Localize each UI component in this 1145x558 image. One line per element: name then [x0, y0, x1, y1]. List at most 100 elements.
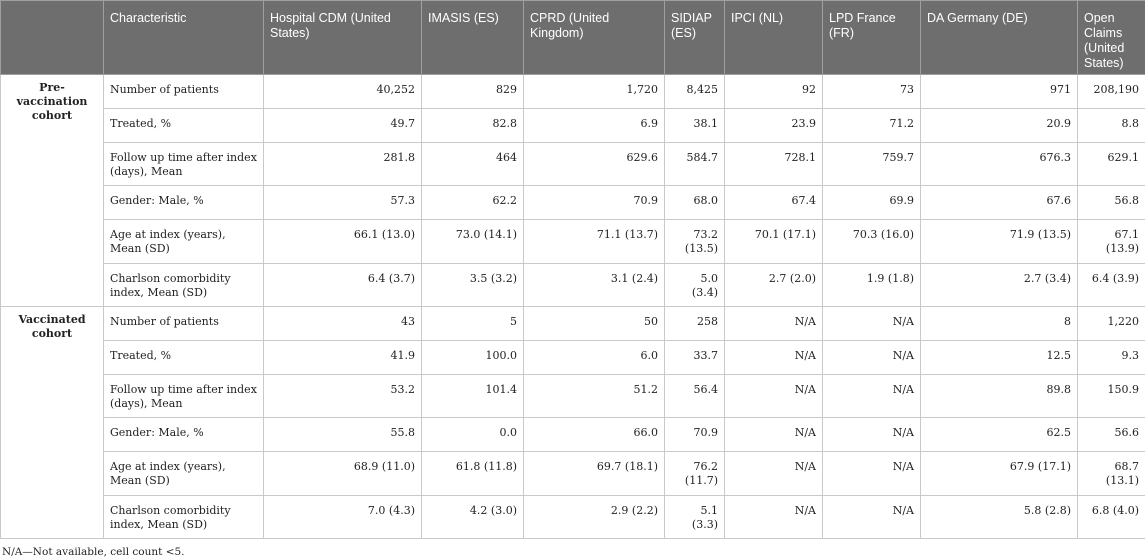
- table-row: Treated, % 49.7 82.8 6.9 38.1 23.9 71.2 …: [1, 109, 1145, 143]
- table-cell: 5.8 (2.8): [921, 496, 1078, 539]
- table-cell: 70.9: [524, 186, 665, 220]
- row-label: Age at index (years), Mean (SD): [104, 220, 264, 264]
- table-cell: N/A: [823, 307, 921, 341]
- row-label: Charlson comorbidity index, Mean (SD): [104, 496, 264, 539]
- table-cell: 20.9: [921, 109, 1078, 143]
- table-cell: 676.3: [921, 143, 1078, 186]
- table-cell: 67.4: [725, 186, 823, 220]
- header-cell-sidiap: SIDIAP (ES): [665, 1, 725, 75]
- table-row: Follow up time after index (days), Mean …: [1, 143, 1145, 186]
- table-cell: N/A: [823, 375, 921, 418]
- header-cell-hospital-cdm: Hospital CDM (United States): [264, 1, 422, 75]
- table-cell: 66.1 (13.0): [264, 220, 422, 264]
- table-cell: 56.6: [1078, 418, 1145, 452]
- table-cell: 584.7: [665, 143, 725, 186]
- table-cell: 9.3: [1078, 341, 1145, 375]
- table-cell: 70.9: [665, 418, 725, 452]
- table-row: Charlson comorbidity index, Mean (SD) 7.…: [1, 496, 1145, 539]
- table-cell: 6.4 (3.9): [1078, 264, 1145, 307]
- table-cell: 2.7 (2.0): [725, 264, 823, 307]
- header-row: Characteristic Hospital CDM (United Stat…: [1, 1, 1145, 75]
- header-cell-cprd: CPRD (United Kingdom): [524, 1, 665, 75]
- table-cell: 69.9: [823, 186, 921, 220]
- table-cell: 67.1 (13.9): [1078, 220, 1145, 264]
- table-cell: 73.0 (14.1): [422, 220, 524, 264]
- table-cell: N/A: [725, 307, 823, 341]
- table-cell: 6.0: [524, 341, 665, 375]
- table-cell: 49.7: [264, 109, 422, 143]
- table-cell: 728.1: [725, 143, 823, 186]
- table-row: Gender: Male, % 55.8 0.0 66.0 70.9 N/A N…: [1, 418, 1145, 452]
- table-cell: 55.8: [264, 418, 422, 452]
- table-cell: 73: [823, 75, 921, 109]
- table-cell: 68.9 (11.0): [264, 452, 422, 496]
- table-cell: 70.3 (16.0): [823, 220, 921, 264]
- table-row: Follow up time after index (days), Mean …: [1, 375, 1145, 418]
- table-cell: 629.6: [524, 143, 665, 186]
- table-cell: 62.5: [921, 418, 1078, 452]
- row-label: Age at index (years), Mean (SD): [104, 452, 264, 496]
- table-cell: 101.4: [422, 375, 524, 418]
- table-cell: 464: [422, 143, 524, 186]
- table-cell: 5: [422, 307, 524, 341]
- table-cell: 61.8 (11.8): [422, 452, 524, 496]
- group-label-pre-vaccination: Pre-vaccination cohort: [1, 75, 104, 307]
- table-cell: 53.2: [264, 375, 422, 418]
- table-cell: 6.4 (3.7): [264, 264, 422, 307]
- header-cell-ipci: IPCI (NL): [725, 1, 823, 75]
- header-cell-open-claims: Open Claims (United States): [1078, 1, 1145, 75]
- table-cell: N/A: [823, 452, 921, 496]
- header-cell-imasis: IMASIS (ES): [422, 1, 524, 75]
- table-cell: 1,720: [524, 75, 665, 109]
- table-cell: 208,190: [1078, 75, 1145, 109]
- table-cell: 0.0: [422, 418, 524, 452]
- table-cell: N/A: [725, 341, 823, 375]
- table-cell: 8,425: [665, 75, 725, 109]
- table-cell: 971: [921, 75, 1078, 109]
- row-label: Charlson comorbidity index, Mean (SD): [104, 264, 264, 307]
- row-label: Follow up time after index (days), Mean: [104, 143, 264, 186]
- table-cell: 57.3: [264, 186, 422, 220]
- table-cell: 68.7 (13.1): [1078, 452, 1145, 496]
- table-cell: 1.9 (1.8): [823, 264, 921, 307]
- table-cell: 92: [725, 75, 823, 109]
- header-cell-blank: [1, 1, 104, 75]
- table-cell: N/A: [725, 452, 823, 496]
- table-cell: 23.9: [725, 109, 823, 143]
- table-cell: 89.8: [921, 375, 1078, 418]
- table-cell: 50: [524, 307, 665, 341]
- table-cell: 5.1 (3.3): [665, 496, 725, 539]
- table-cell: 56.8: [1078, 186, 1145, 220]
- table-cell: 82.8: [422, 109, 524, 143]
- table-cell: 71.2: [823, 109, 921, 143]
- table-cell: 8.8: [1078, 109, 1145, 143]
- table-cell: 281.8: [264, 143, 422, 186]
- table-row: Age at index (years), Mean (SD) 68.9 (11…: [1, 452, 1145, 496]
- table-cell: 759.7: [823, 143, 921, 186]
- table-cell: 7.0 (4.3): [264, 496, 422, 539]
- table-cell: 2.7 (3.4): [921, 264, 1078, 307]
- table-cell: 33.7: [665, 341, 725, 375]
- table-cell: N/A: [725, 496, 823, 539]
- table-cell: 56.4: [665, 375, 725, 418]
- characteristics-table: Characteristic Hospital CDM (United Stat…: [0, 0, 1145, 539]
- table-row: Gender: Male, % 57.3 62.2 70.9 68.0 67.4…: [1, 186, 1145, 220]
- header-cell-da-germany: DA Germany (DE): [921, 1, 1078, 75]
- row-label: Number of patients: [104, 307, 264, 341]
- table-cell: N/A: [823, 496, 921, 539]
- group-label-vaccinated: Vaccinated cohort: [1, 307, 104, 539]
- table-cell: 3.5 (3.2): [422, 264, 524, 307]
- table-cell: 71.1 (13.7): [524, 220, 665, 264]
- table-cell: 67.6: [921, 186, 1078, 220]
- header-cell-lpd-france: LPD France (FR): [823, 1, 921, 75]
- row-label: Gender: Male, %: [104, 186, 264, 220]
- table-cell: N/A: [823, 341, 921, 375]
- table-cell: 1,220: [1078, 307, 1145, 341]
- table-cell: 66.0: [524, 418, 665, 452]
- table-cell: 38.1: [665, 109, 725, 143]
- table-row: Vaccinated cohort Number of patients 43 …: [1, 307, 1145, 341]
- table-cell: 70.1 (17.1): [725, 220, 823, 264]
- table-cell: 51.2: [524, 375, 665, 418]
- table-cell: 73.2 (13.5): [665, 220, 725, 264]
- table-cell: 258: [665, 307, 725, 341]
